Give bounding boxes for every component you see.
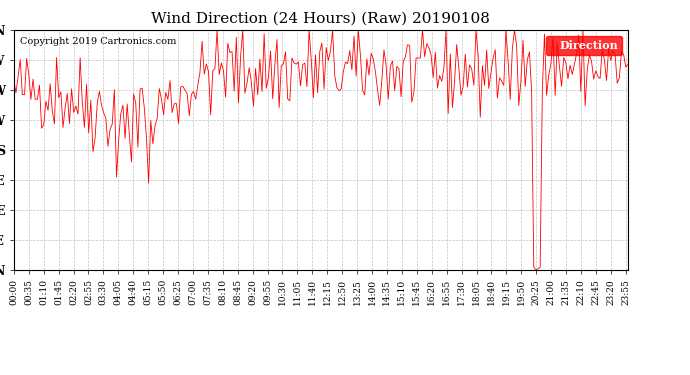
Legend: Direction: Direction [546,36,622,56]
Title: Wind Direction (24 Hours) (Raw) 20190108: Wind Direction (24 Hours) (Raw) 20190108 [151,12,491,26]
Text: Copyright 2019 Cartronics.com: Copyright 2019 Cartronics.com [20,37,177,46]
